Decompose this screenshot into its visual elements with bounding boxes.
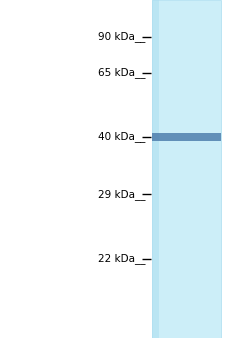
Bar [152, 0, 220, 338]
Bar [152, 133, 220, 141]
Bar [152, 0, 159, 338]
Text: 65 kDa__: 65 kDa__ [98, 67, 145, 78]
Text: 29 kDa__: 29 kDa__ [98, 189, 145, 200]
Text: 40 kDa__: 40 kDa__ [98, 131, 145, 142]
Text: 90 kDa__: 90 kDa__ [98, 31, 145, 42]
Text: 22 kDa__: 22 kDa__ [98, 253, 145, 264]
